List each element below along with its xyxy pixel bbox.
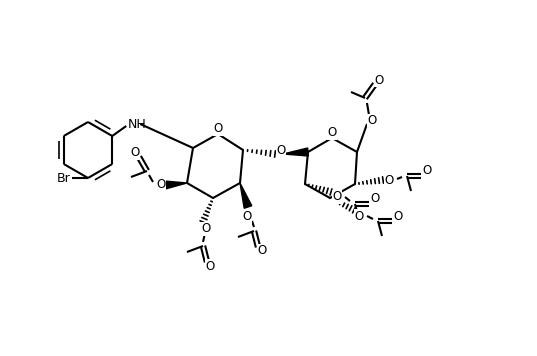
Text: O: O bbox=[242, 210, 252, 224]
Text: NH: NH bbox=[128, 117, 147, 131]
Text: O: O bbox=[394, 210, 403, 224]
Text: Br: Br bbox=[57, 172, 71, 184]
Polygon shape bbox=[283, 148, 308, 156]
Polygon shape bbox=[240, 183, 252, 208]
Text: O: O bbox=[201, 222, 211, 236]
Text: O: O bbox=[371, 193, 380, 205]
Text: O: O bbox=[367, 115, 376, 127]
Text: O: O bbox=[328, 126, 337, 140]
Text: O: O bbox=[213, 122, 223, 136]
Text: O: O bbox=[205, 260, 215, 272]
Text: O: O bbox=[374, 73, 383, 87]
Text: O: O bbox=[156, 178, 165, 190]
Text: O: O bbox=[277, 145, 286, 157]
Text: O: O bbox=[423, 164, 432, 178]
Polygon shape bbox=[165, 181, 187, 189]
Text: O: O bbox=[354, 209, 364, 222]
Text: O: O bbox=[332, 190, 342, 204]
Text: O: O bbox=[130, 147, 140, 159]
Text: O: O bbox=[257, 245, 267, 257]
Text: O: O bbox=[384, 174, 394, 188]
